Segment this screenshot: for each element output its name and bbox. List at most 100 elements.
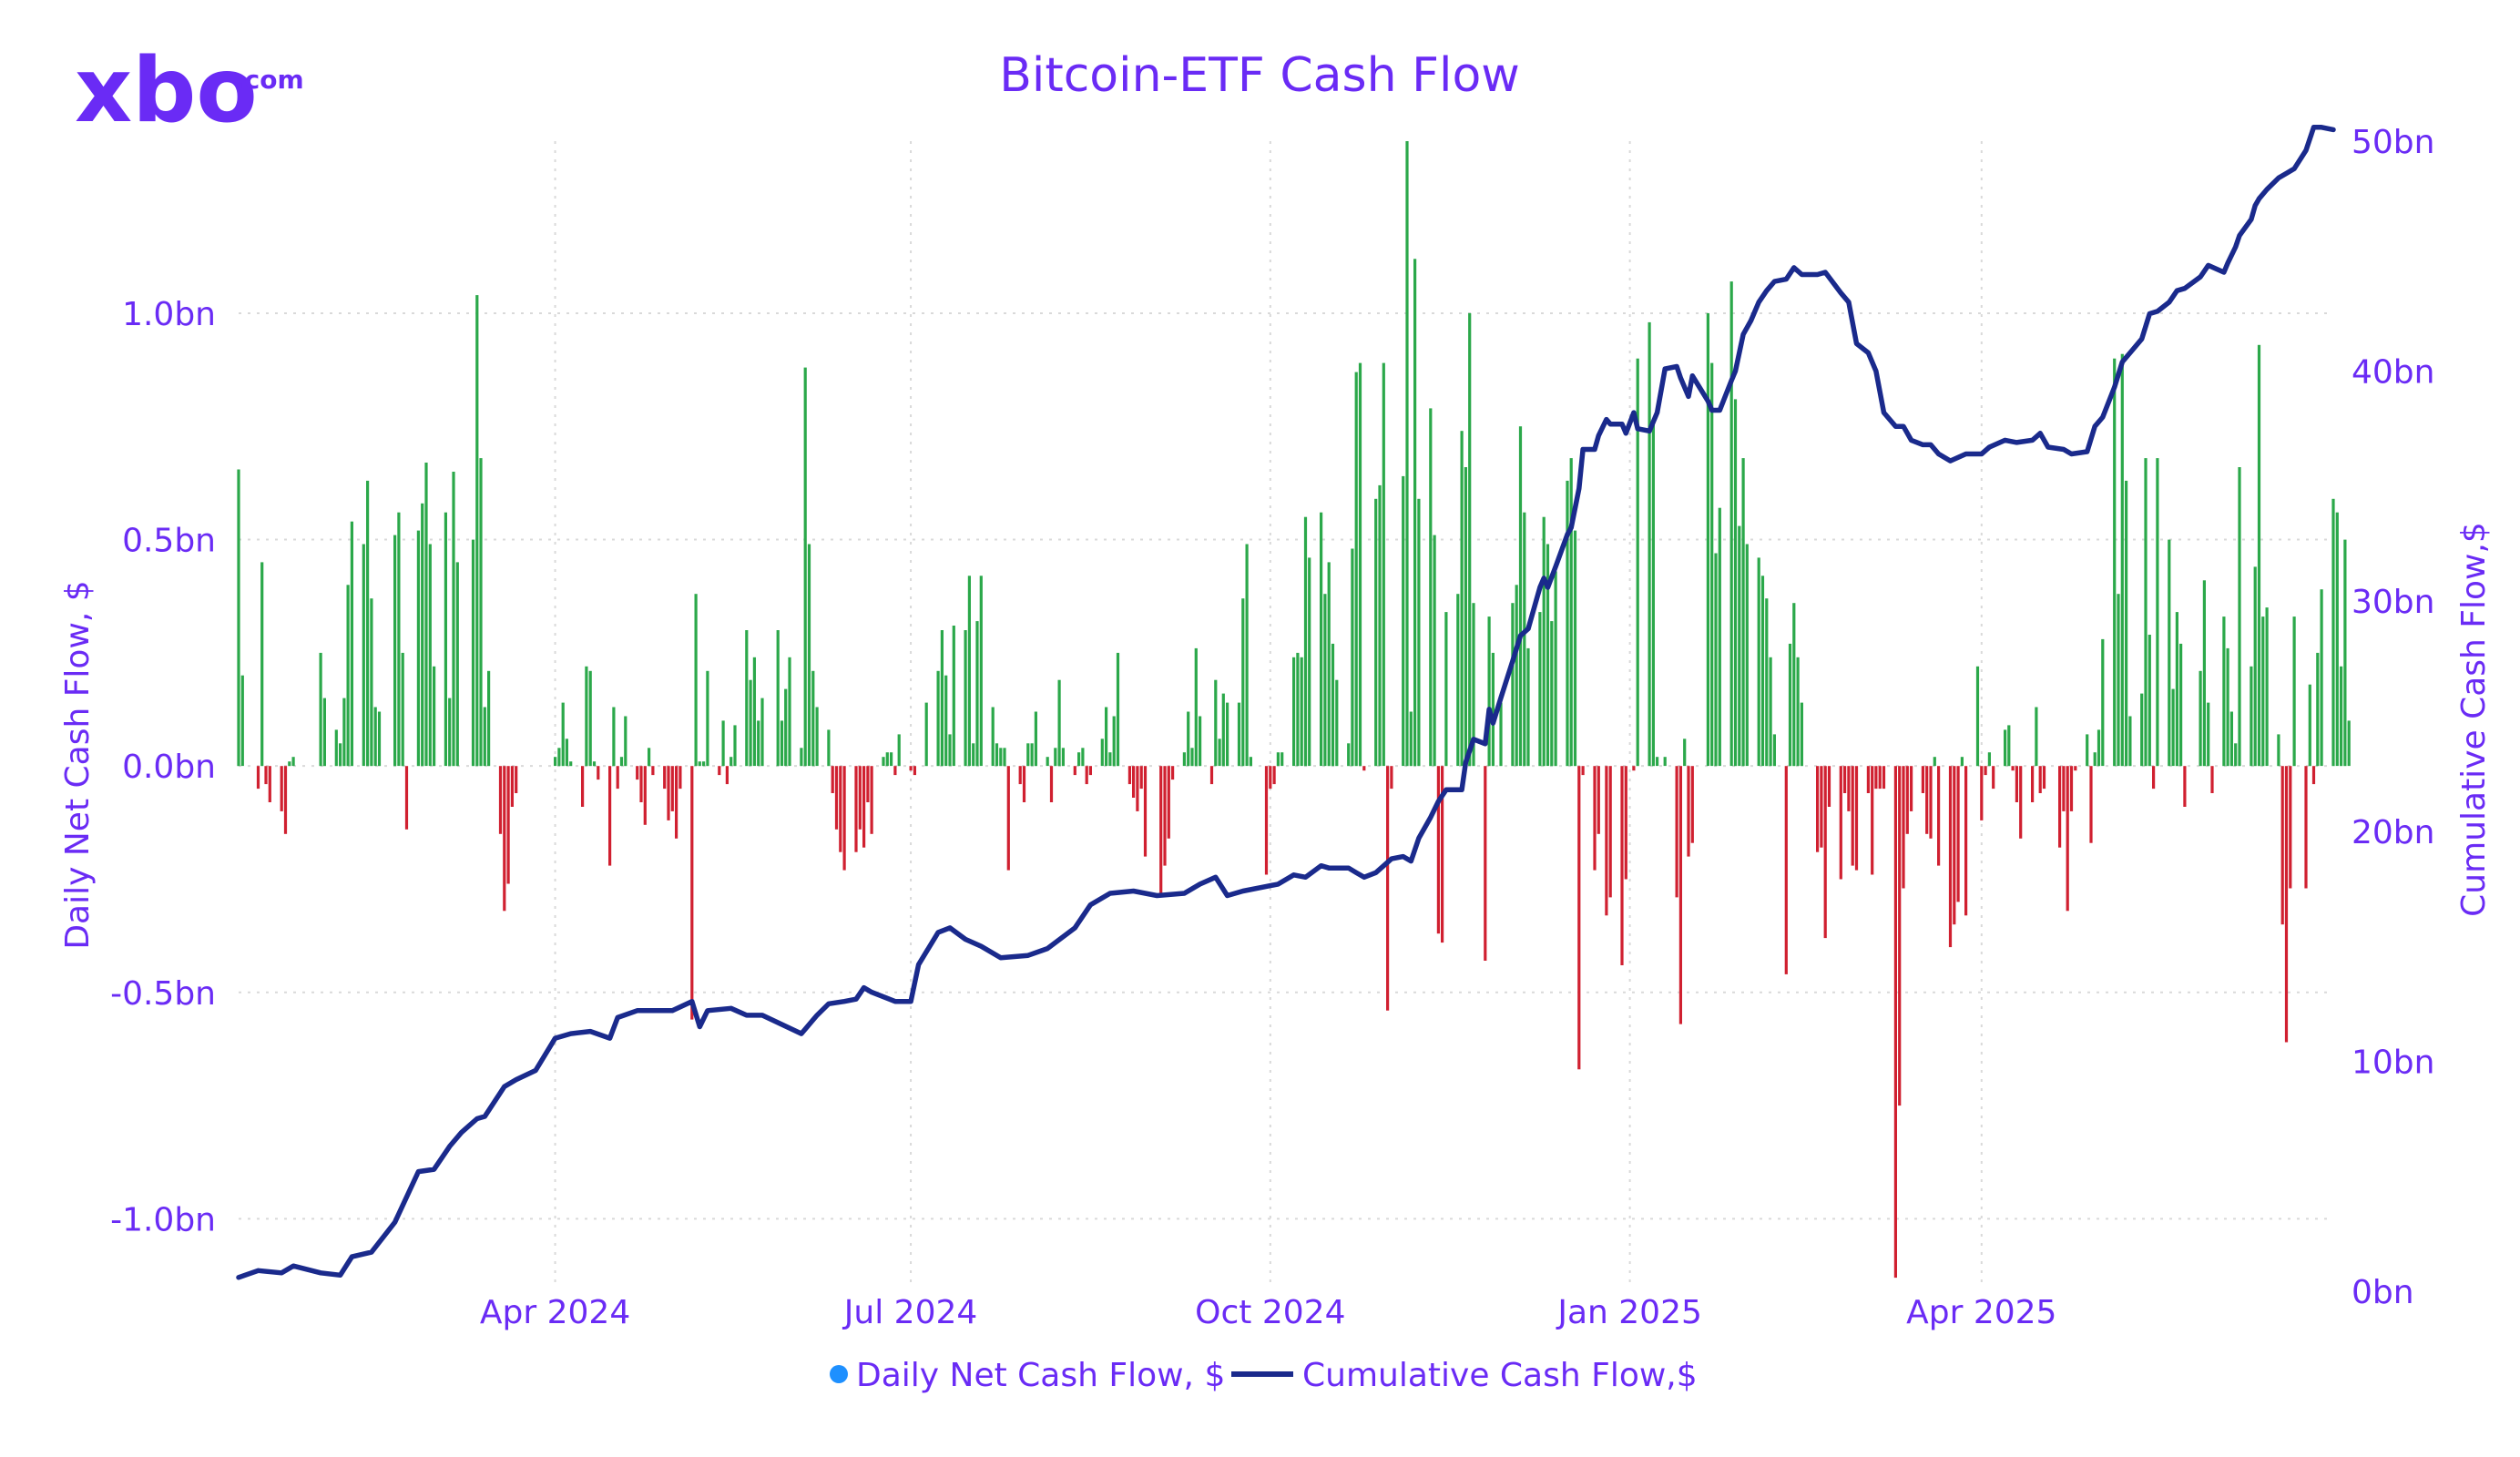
daily-flow-bar: [404, 766, 409, 830]
daily-flow-bar: [1569, 458, 1573, 767]
daily-flow-bar: [483, 707, 486, 767]
right-axis-title: Cumulative Cash Flow,$: [2455, 522, 2493, 917]
daily-flow-bar: [721, 720, 725, 767]
daily-flow-bar: [1760, 576, 1765, 767]
daily-flow-bar: [1910, 766, 1913, 811]
daily-flow-bar: [698, 761, 701, 767]
daily-flow-bar: [2038, 766, 2042, 793]
daily-flow-bar: [2128, 716, 2132, 767]
daily-flow-bar: [515, 766, 518, 793]
daily-flow-bar: [1984, 766, 1987, 776]
daily-flow-bar: [2117, 594, 2120, 767]
daily-flow-bar: [1745, 544, 1749, 767]
daily-flow-bar: [690, 766, 694, 1020]
daily-flow-bar: [1511, 603, 1515, 767]
daily-flow-bar: [619, 757, 624, 767]
daily-flow-bar: [1187, 711, 1190, 767]
daily-flow-bar: [1241, 598, 1245, 767]
daily-flow-bar: [651, 766, 655, 776]
daily-flow-bar: [1523, 512, 1526, 767]
daily-flow-bar: [2120, 353, 2124, 767]
daily-flow-bar: [1706, 312, 1709, 767]
daily-flow-bar: [1171, 766, 1175, 780]
daily-flow-bar: [471, 539, 475, 767]
logo: xbo .com: [75, 39, 304, 143]
daily-flow-bar: [612, 707, 616, 767]
daily-flow-bar: [1116, 652, 1120, 767]
daily-flow-bar: [800, 748, 803, 767]
daily-flow-bar: [1249, 757, 1252, 767]
daily-flow-bar: [1827, 766, 1831, 807]
daily-flow-bar: [1409, 711, 1413, 767]
daily-flow-bar: [608, 766, 612, 866]
right-tick-label: 30bn: [2352, 584, 2434, 621]
daily-flow-bar: [2222, 616, 2226, 767]
daily-flow-bar: [2253, 566, 2257, 767]
daily-flow-bar: [807, 544, 811, 767]
daily-flow-bar: [2311, 766, 2316, 785]
daily-flow-bar: [2140, 693, 2144, 767]
daily-flow-bar: [648, 748, 651, 767]
daily-flow-bar: [1159, 766, 1163, 898]
daily-flow-bar: [1554, 571, 1557, 767]
daily-flow-bar: [1663, 757, 1667, 767]
daily-flow-bar: [366, 480, 370, 767]
daily-flow-bar: [2250, 666, 2253, 767]
daily-flow-bar: [991, 707, 995, 767]
daily-flow-bar: [455, 562, 459, 767]
daily-flow-bar: [2284, 766, 2289, 1043]
daily-flow-bar: [2280, 766, 2284, 925]
daily-flow-bar: [1800, 702, 1803, 767]
daily-flow-bar: [2144, 458, 2148, 767]
daily-flow-bar: [2183, 766, 2187, 807]
legend-dot-icon: [830, 1365, 848, 1383]
daily-flow-bar: [1194, 647, 1198, 767]
daily-flow-bar: [866, 766, 870, 802]
daily-flow-bar: [1429, 408, 1433, 767]
daily-flow-bar: [2316, 652, 2320, 767]
daily-flow-bar: [2289, 766, 2292, 889]
daily-flow-bar: [2007, 725, 2011, 767]
daily-flow-bar: [1784, 766, 1788, 974]
daily-flow-bar: [2011, 766, 2015, 771]
daily-flow-bar: [1331, 643, 1335, 767]
daily-flow-bar: [1484, 766, 1487, 961]
daily-flow-bar: [1112, 716, 1116, 767]
daily-flow-bar: [948, 734, 952, 767]
daily-flow-bar: [663, 766, 667, 790]
daily-flow-bar: [897, 734, 901, 767]
daily-flow-bar: [936, 670, 940, 767]
daily-flow-bar: [2238, 467, 2241, 767]
daily-flow-bar: [972, 743, 975, 767]
daily-flow-bar: [760, 698, 764, 767]
x-axis-ticks: Apr 2024 Jul 2024 Oct 2024 Jan 2025 Apr 2025: [480, 1294, 2057, 1331]
daily-flow-bar: [694, 594, 698, 767]
daily-flow-bar: [2031, 766, 2035, 802]
daily-flow-bar: [2035, 707, 2038, 767]
daily-flow-bar: [1499, 702, 1503, 767]
daily-flow-bar: [498, 766, 503, 834]
daily-flow-bar: [1088, 766, 1092, 776]
daily-flow-bar: [1573, 530, 1577, 767]
daily-flow-bar: [1362, 766, 1366, 771]
daily-flow-bar: [733, 725, 737, 767]
daily-flow-bar: [346, 585, 350, 767]
daily-flow-bar: [475, 295, 479, 767]
right-tick-label: 50bn: [2352, 124, 2434, 161]
daily-flow-bar: [350, 521, 353, 767]
daily-flow-bar: [288, 761, 291, 767]
daily-flow-bar: [1190, 748, 1194, 767]
daily-flow-bar: [1105, 707, 1108, 767]
daily-flow-bar: [2113, 358, 2117, 767]
daily-flow-bar: [1468, 312, 1472, 767]
daily-flow-bar: [1542, 516, 1546, 767]
daily-flow-bar: [1006, 766, 1010, 871]
daily-flow-bar: [1960, 757, 1964, 767]
daily-flow-bar: [264, 766, 268, 785]
daily-flow-bar: [2234, 743, 2238, 767]
daily-flow-bar: [1526, 647, 1530, 767]
daily-flow-bar: [1741, 458, 1745, 767]
left-axis-title: Daily Net Cash Flow, $: [59, 580, 97, 949]
daily-flow-bar: [1992, 766, 1995, 790]
left-tick-label: 1.0bn: [122, 296, 216, 333]
